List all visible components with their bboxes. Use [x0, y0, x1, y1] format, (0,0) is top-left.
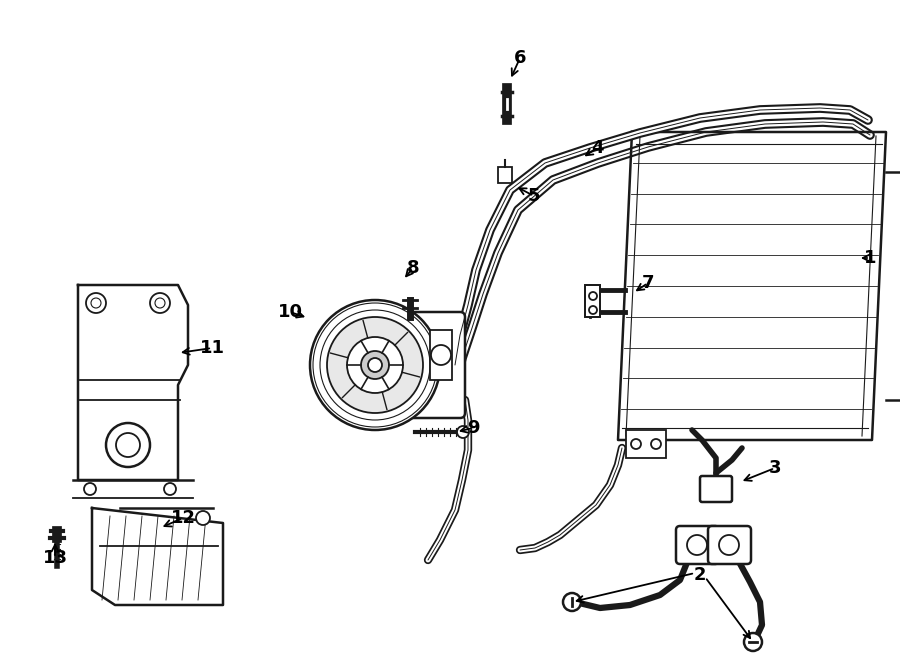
Text: 8: 8 — [407, 259, 419, 277]
Circle shape — [196, 511, 210, 525]
FancyBboxPatch shape — [360, 312, 465, 418]
Text: 13: 13 — [42, 549, 68, 567]
Text: 4: 4 — [590, 139, 603, 157]
Text: 11: 11 — [200, 339, 224, 357]
Circle shape — [327, 317, 423, 413]
Circle shape — [347, 337, 403, 393]
Bar — [430, 330, 452, 380]
Circle shape — [106, 423, 150, 467]
Circle shape — [150, 293, 170, 313]
Bar — [585, 285, 600, 317]
Circle shape — [164, 483, 176, 495]
Circle shape — [563, 593, 581, 611]
Text: 5: 5 — [527, 187, 540, 205]
Circle shape — [457, 426, 469, 438]
Text: 1: 1 — [864, 249, 877, 267]
Text: 2: 2 — [694, 566, 706, 584]
Text: 6: 6 — [514, 49, 526, 67]
Text: 3: 3 — [769, 459, 781, 477]
Circle shape — [86, 293, 106, 313]
Bar — [585, 285, 600, 317]
Circle shape — [589, 306, 597, 314]
Bar — [498, 167, 512, 183]
Text: 7: 7 — [642, 274, 654, 292]
Text: 10: 10 — [277, 303, 302, 321]
Circle shape — [310, 300, 440, 430]
Text: 12: 12 — [170, 509, 195, 527]
Circle shape — [589, 292, 597, 300]
Circle shape — [84, 483, 96, 495]
Circle shape — [368, 358, 382, 372]
Circle shape — [361, 351, 389, 379]
FancyBboxPatch shape — [700, 476, 732, 502]
FancyBboxPatch shape — [676, 526, 719, 564]
Text: 9: 9 — [467, 419, 479, 437]
FancyBboxPatch shape — [708, 526, 751, 564]
Bar — [626, 430, 666, 458]
Circle shape — [744, 633, 762, 651]
